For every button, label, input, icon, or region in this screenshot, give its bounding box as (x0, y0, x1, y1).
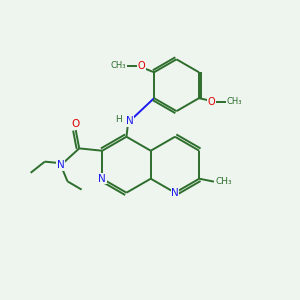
Text: O: O (208, 97, 215, 107)
Text: N: N (171, 188, 179, 198)
Text: CH₃: CH₃ (111, 61, 127, 70)
Text: O: O (72, 119, 80, 129)
Text: N: N (98, 174, 106, 184)
Text: O: O (138, 61, 146, 71)
Text: N: N (125, 116, 133, 126)
Text: CH₃: CH₃ (226, 97, 242, 106)
Text: CH₃: CH₃ (216, 177, 232, 186)
Text: N: N (57, 160, 64, 170)
Text: H: H (115, 116, 122, 124)
